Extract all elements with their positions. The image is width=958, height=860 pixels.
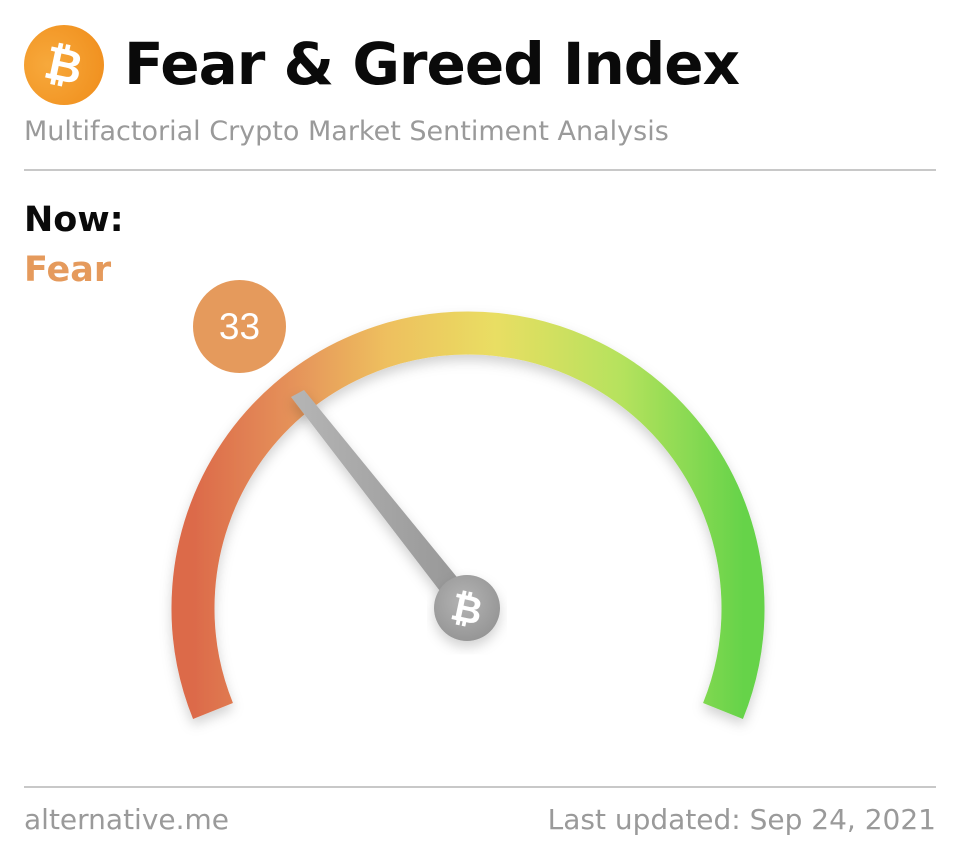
source-link[interactable]: alternative.me <box>24 803 230 836</box>
footer-divider <box>24 786 936 788</box>
bitcoin-logo: ₿ <box>24 25 104 105</box>
gauge-needle <box>291 390 474 612</box>
gauge-arc <box>171 311 765 720</box>
now-label: Now: <box>24 200 124 240</box>
value-badge: 33 <box>193 280 286 373</box>
page-title: Fear & Greed Index <box>124 30 740 98</box>
index-value: 33 <box>218 305 261 347</box>
sentiment-classification: Fear <box>24 250 112 290</box>
page-subtitle: Multifactorial Crypto Market Sentiment A… <box>24 116 669 147</box>
last-updated: Last updated: Sep 24, 2021 <box>547 803 936 836</box>
gauge-hub <box>434 575 500 641</box>
header-divider <box>24 169 936 171</box>
